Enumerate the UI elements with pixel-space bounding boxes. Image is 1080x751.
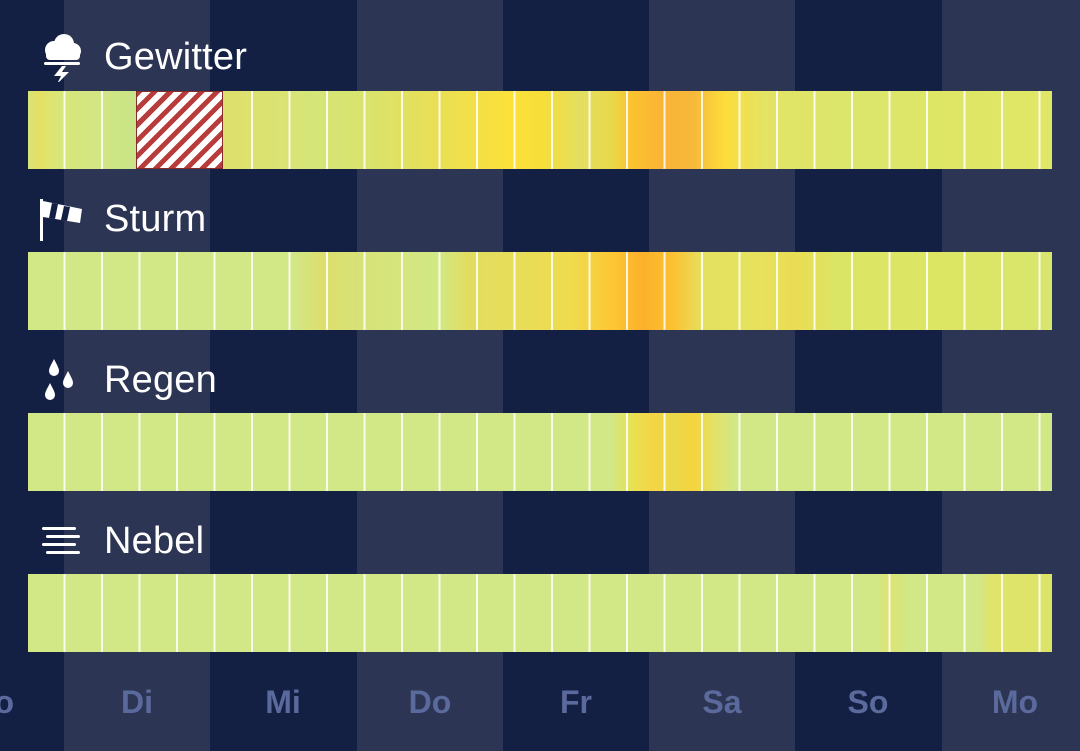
day-label[interactable]: Mi <box>265 684 301 720</box>
row-title-nebel: Nebel <box>40 516 204 566</box>
day-label[interactable]: Mo <box>0 684 15 720</box>
forecast-bar-nebel[interactable] <box>28 574 1052 652</box>
forecast-bar-gewitter[interactable] <box>28 91 1052 169</box>
row-title-sturm: Sturm <box>40 194 206 244</box>
windsock-icon <box>40 194 88 244</box>
thunderstorm-icon <box>40 32 88 82</box>
row-label: Regen <box>104 358 217 401</box>
hour-ticks <box>28 574 1052 652</box>
forecast-bar-sturm[interactable] <box>28 252 1052 330</box>
day-label[interactable]: Mo <box>991 684 1039 720</box>
row-label: Gewitter <box>104 35 248 78</box>
day-label[interactable]: Fr <box>560 684 592 720</box>
hour-ticks <box>28 413 1052 491</box>
day-label[interactable]: Di <box>121 684 153 720</box>
fog-icon <box>40 516 88 566</box>
raindrops-icon <box>40 355 88 405</box>
day-label[interactable]: Do <box>408 684 452 720</box>
row-title-regen: Regen <box>40 355 217 405</box>
hour-ticks <box>28 252 1052 330</box>
row-title-gewitter: Gewitter <box>40 32 247 82</box>
day-label[interactable]: Sa <box>702 684 742 720</box>
hatched-past-region <box>136 91 223 169</box>
forecast-bar-regen[interactable] <box>28 413 1052 491</box>
row-label: Sturm <box>104 197 207 240</box>
row-label: Nebel <box>104 519 205 562</box>
day-label[interactable]: So <box>847 684 889 720</box>
